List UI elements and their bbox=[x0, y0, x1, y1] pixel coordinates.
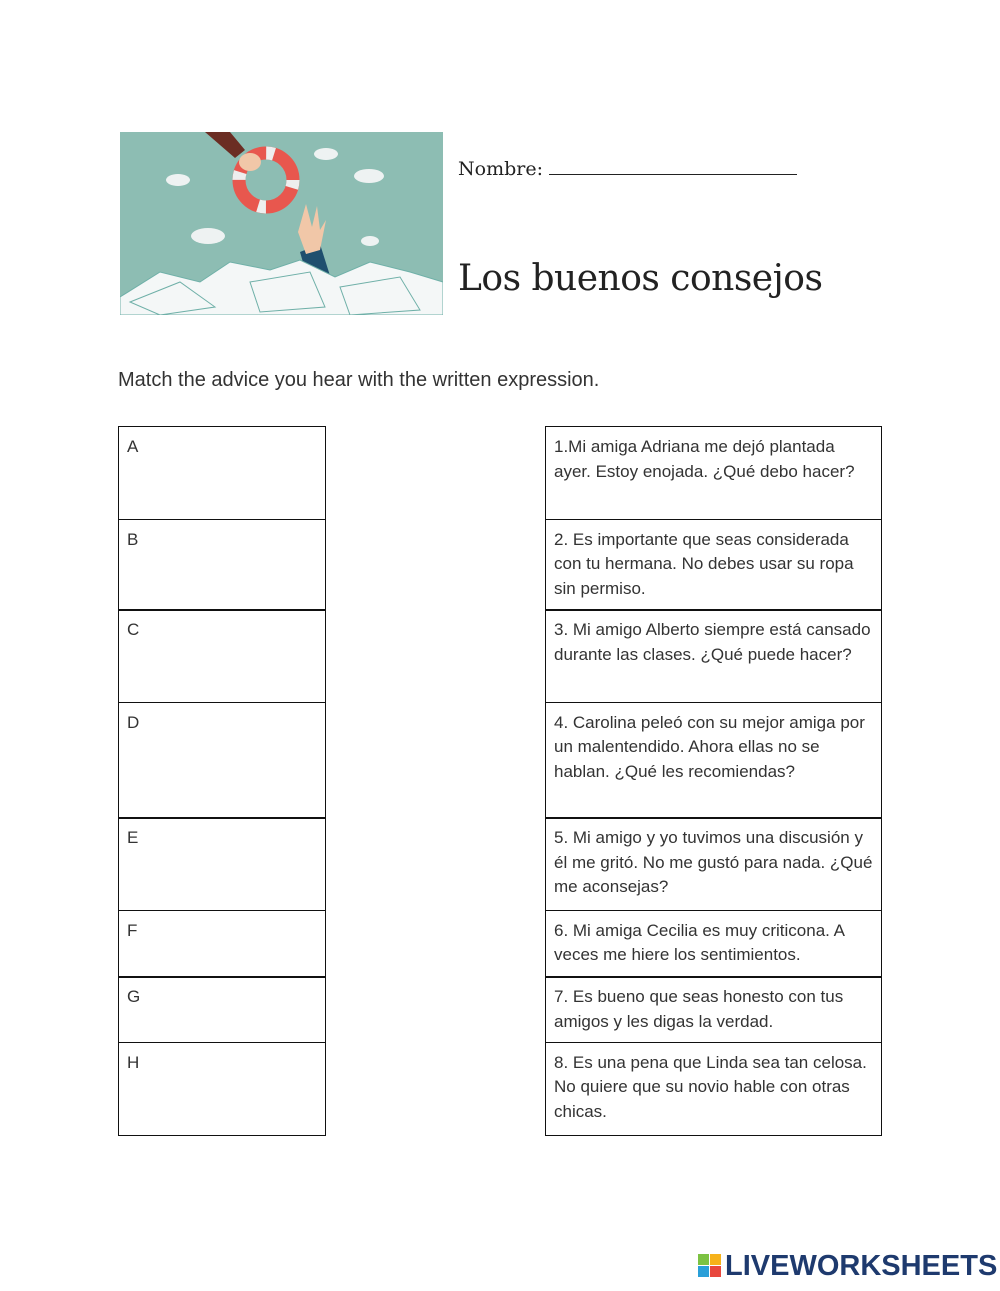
statement-box: 2. Es importante que seas considerada co… bbox=[545, 518, 882, 611]
matching-row: F 6. Mi amiga Cecilia es muy criticona. A… bbox=[118, 909, 882, 978]
statement-box: 6. Mi amiga Cecilia es muy criticona. A … bbox=[545, 909, 882, 978]
statement-box: 5. Mi amigo y yo tuvimos una discusión y… bbox=[545, 817, 882, 911]
answer-box-e[interactable]: E bbox=[118, 817, 326, 911]
name-label: Nombre: bbox=[458, 158, 543, 180]
matching-row: B 2. Es importante que seas considerada c… bbox=[118, 518, 882, 611]
statement-box: 3. Mi amigo Alberto siempre está cansado… bbox=[545, 609, 882, 703]
statement-box: 4. Carolina peleó con su mejor amiga por… bbox=[545, 701, 882, 819]
logo-text: LIVEWORKSHEETS bbox=[725, 1249, 998, 1282]
matching-row: C 3. Mi amigo Alberto siempre está cansad… bbox=[118, 609, 882, 703]
answer-box-c[interactable]: C bbox=[118, 609, 326, 703]
answer-box-d[interactable]: D bbox=[118, 701, 326, 819]
matching-row: D 4. Carolina peleó con su mejor amiga po… bbox=[118, 701, 882, 819]
statement-box: 8. Es una pena que Linda sea tan celosa.… bbox=[545, 1041, 882, 1136]
matching-row: H 8. Es una pena que Linda sea tan celosa… bbox=[118, 1041, 882, 1136]
name-field[interactable]: Nombre: bbox=[458, 156, 797, 181]
answer-box-g[interactable]: G bbox=[118, 976, 326, 1043]
answer-box-b[interactable]: B bbox=[118, 518, 326, 611]
live-badge-icon bbox=[698, 1254, 721, 1277]
worksheet-header: Nombre: Los buenos consejos bbox=[120, 132, 1000, 315]
matching-row: G 7. Es bueno que seas honesto con tus am… bbox=[118, 976, 882, 1043]
worksheet-title: Los buenos consejos bbox=[458, 258, 823, 299]
header-text-area: Nombre: Los buenos consejos bbox=[443, 132, 1000, 315]
answer-box-h[interactable]: H bbox=[118, 1041, 326, 1136]
statement-box: 1.Mi amiga Adriana me dejó plantada ayer… bbox=[545, 426, 882, 520]
liveworksheets-logo: LIVEWORKSHEETS bbox=[698, 1250, 1000, 1288]
matching-row: A 1.Mi amiga Adriana me dejó plantada aye… bbox=[118, 426, 882, 520]
matching-row: E 5. Mi amigo y yo tuvimos una discusión … bbox=[118, 817, 882, 911]
lifebuoy-illustration bbox=[120, 132, 443, 315]
matching-table: A 1.Mi amiga Adriana me dejó plantada aye… bbox=[118, 426, 882, 1136]
answer-box-f[interactable]: F bbox=[118, 909, 326, 978]
statement-box: 7. Es bueno que seas honesto con tus ami… bbox=[545, 976, 882, 1043]
name-blank-line[interactable] bbox=[548, 156, 797, 175]
answer-box-a[interactable]: A bbox=[118, 426, 326, 520]
instructions: Match the advice you hear with the writt… bbox=[118, 369, 600, 391]
